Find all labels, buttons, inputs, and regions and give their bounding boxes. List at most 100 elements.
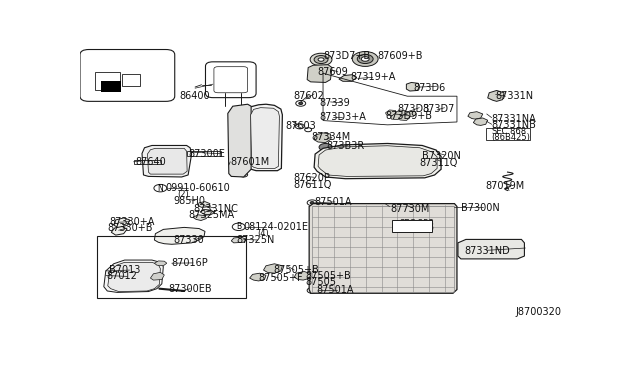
Polygon shape <box>339 75 356 81</box>
Circle shape <box>295 124 304 129</box>
Circle shape <box>357 54 373 64</box>
Polygon shape <box>385 110 396 116</box>
FancyBboxPatch shape <box>80 49 175 101</box>
Text: 873D7: 873D7 <box>422 105 454 114</box>
Text: 86400: 86400 <box>179 91 210 101</box>
Text: 87300E: 87300E <box>188 149 225 159</box>
Bar <box>95 73 120 90</box>
Text: 87300EB: 87300EB <box>168 284 212 294</box>
Text: 87319+A: 87319+A <box>350 72 396 82</box>
Circle shape <box>307 288 317 293</box>
Text: (99856): (99856) <box>401 224 434 233</box>
Circle shape <box>314 55 328 64</box>
Circle shape <box>234 111 242 116</box>
Circle shape <box>109 273 116 278</box>
Text: B7320N: B7320N <box>422 151 461 161</box>
Polygon shape <box>307 65 332 83</box>
Text: (2): (2) <box>177 190 189 199</box>
Polygon shape <box>142 145 191 177</box>
Ellipse shape <box>258 134 273 151</box>
Circle shape <box>234 131 242 136</box>
Text: 87601M: 87601M <box>230 157 269 167</box>
Circle shape <box>236 132 239 134</box>
Polygon shape <box>246 104 282 171</box>
Polygon shape <box>399 115 410 121</box>
Circle shape <box>296 100 306 106</box>
Bar <box>134 160 161 164</box>
Polygon shape <box>264 264 282 273</box>
Polygon shape <box>198 202 210 207</box>
Text: 873D7+B: 873D7+B <box>323 51 370 61</box>
Circle shape <box>305 128 312 132</box>
Text: 87620P: 87620P <box>293 173 330 183</box>
Polygon shape <box>309 203 457 293</box>
Text: 87019M: 87019M <box>486 181 525 191</box>
Text: J8700320: J8700320 <box>515 307 561 317</box>
Text: 87331NB: 87331NB <box>492 121 536 131</box>
Text: 87730M: 87730M <box>390 204 430 214</box>
Polygon shape <box>314 133 331 142</box>
Circle shape <box>234 166 242 170</box>
Polygon shape <box>200 209 214 215</box>
Circle shape <box>161 169 169 173</box>
Text: B7013: B7013 <box>109 265 140 275</box>
Text: 87505: 87505 <box>305 278 336 288</box>
Text: 09910-60610: 09910-60610 <box>165 183 230 193</box>
Polygon shape <box>318 146 437 176</box>
Circle shape <box>310 202 314 204</box>
Circle shape <box>240 172 248 177</box>
Polygon shape <box>406 83 420 91</box>
Polygon shape <box>147 148 187 174</box>
Text: 87609: 87609 <box>317 67 348 77</box>
Text: 873D9+B: 873D9+B <box>385 111 432 121</box>
Text: 08124-0201E: 08124-0201E <box>244 222 308 232</box>
Text: 87311Q: 87311Q <box>419 158 458 168</box>
Bar <box>187 151 221 156</box>
Circle shape <box>319 144 332 151</box>
Text: 87603: 87603 <box>286 121 317 131</box>
Polygon shape <box>294 272 311 280</box>
Text: 87501A: 87501A <box>317 285 354 295</box>
Circle shape <box>154 185 167 192</box>
Text: 87331NC: 87331NC <box>193 204 238 214</box>
Polygon shape <box>396 110 406 116</box>
Polygon shape <box>231 237 246 243</box>
Circle shape <box>299 102 303 105</box>
Text: 873D3: 873D3 <box>397 105 429 114</box>
Polygon shape <box>111 227 127 235</box>
Text: 873D6: 873D6 <box>413 83 445 93</box>
Bar <box>101 81 121 92</box>
Text: SEC.253: SEC.253 <box>400 219 435 228</box>
Text: 873B3R: 873B3R <box>326 141 365 151</box>
Polygon shape <box>390 114 401 120</box>
Text: 87505+F: 87505+F <box>259 273 303 283</box>
Text: 87331ND: 87331ND <box>465 246 510 256</box>
Bar <box>122 74 140 86</box>
Text: 87330: 87330 <box>173 235 204 245</box>
Polygon shape <box>193 215 207 221</box>
Text: (4): (4) <box>257 229 269 238</box>
Text: 87334M: 87334M <box>311 132 350 142</box>
Text: (86B425): (86B425) <box>492 133 531 142</box>
Circle shape <box>318 58 324 61</box>
Polygon shape <box>474 118 488 125</box>
FancyBboxPatch shape <box>205 62 256 97</box>
Text: 87501A: 87501A <box>314 197 351 207</box>
Circle shape <box>236 112 239 114</box>
Circle shape <box>361 57 369 61</box>
Text: 87331N: 87331N <box>495 91 534 101</box>
Text: SEC.868: SEC.868 <box>492 127 527 136</box>
Polygon shape <box>150 272 164 280</box>
Polygon shape <box>108 262 161 292</box>
Polygon shape <box>458 240 524 259</box>
Polygon shape <box>104 260 163 292</box>
Text: 87602: 87602 <box>293 91 324 101</box>
Bar <box>392 220 432 232</box>
Text: 87339: 87339 <box>319 98 350 108</box>
Circle shape <box>242 174 245 176</box>
Text: B: B <box>236 222 241 231</box>
Text: 87331NA: 87331NA <box>492 114 536 124</box>
Bar <box>312 206 454 292</box>
Text: 87505+B: 87505+B <box>305 271 351 281</box>
Polygon shape <box>154 227 205 244</box>
